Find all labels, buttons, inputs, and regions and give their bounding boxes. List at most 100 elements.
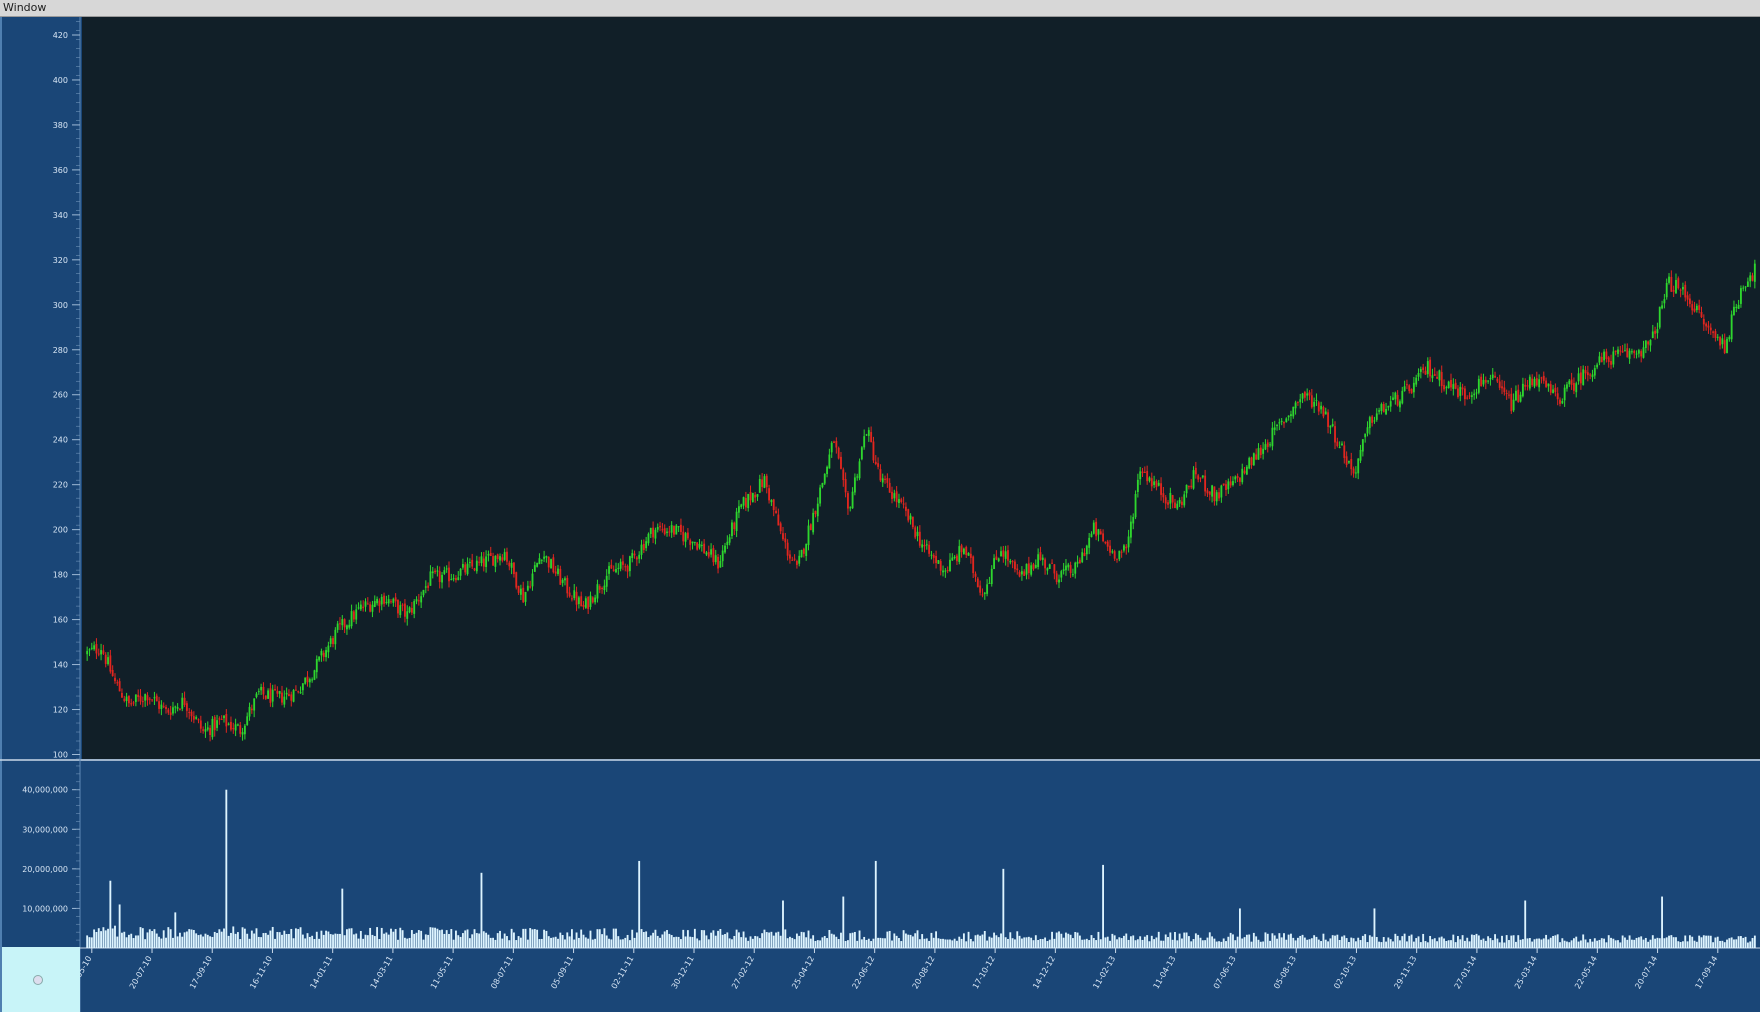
date-tick-label: 16-11-10 (248, 955, 274, 991)
candle-body (1301, 393, 1304, 399)
candle-body (1255, 454, 1258, 460)
volume-bar (1378, 941, 1381, 948)
candle-body (1733, 306, 1735, 316)
candle-body (937, 560, 940, 564)
volume-bar (740, 937, 743, 948)
candle-body (209, 727, 212, 736)
volume-bar (1252, 932, 1255, 948)
price-tick-label: 220 (53, 481, 68, 490)
candle-body (508, 562, 511, 567)
candle-body (580, 596, 583, 607)
volume-bar (1167, 937, 1169, 948)
candle-body (615, 569, 617, 573)
date-tick-label: 25-03-14 (1513, 955, 1539, 991)
candle-body (1633, 350, 1636, 354)
volume-bar (1092, 938, 1095, 948)
candle-body (654, 529, 657, 539)
volume-bar (183, 932, 186, 948)
volume-bar (1675, 937, 1677, 948)
candle-body (127, 695, 130, 704)
candle-body (1306, 393, 1309, 396)
candle-body (1218, 492, 1220, 499)
volume-bar (1470, 934, 1473, 948)
volume-bar (1387, 937, 1390, 948)
volume-bar (1749, 941, 1752, 948)
candle-body (1225, 484, 1227, 491)
volume-bar (652, 932, 655, 948)
settings-dot-icon[interactable] (33, 975, 43, 985)
candle-body (1034, 564, 1037, 568)
volume-bar (478, 933, 481, 948)
candle-body (800, 550, 803, 558)
candle-body (1354, 472, 1357, 474)
candle-body (1183, 494, 1186, 506)
volume-bar (540, 938, 543, 948)
volume-bar (1605, 942, 1608, 948)
candle-body (1454, 382, 1457, 389)
volume-bar (1255, 936, 1258, 948)
candle-body (881, 478, 884, 483)
candle-body (717, 556, 719, 569)
candle-body (185, 703, 188, 711)
volume-bar (772, 935, 775, 948)
candle-body (371, 604, 374, 612)
volume-bar (1190, 941, 1193, 948)
volume-bar (461, 933, 464, 948)
candle-body (397, 599, 399, 614)
candle-body (1341, 443, 1343, 446)
candle-body (1723, 340, 1726, 353)
candle-body (877, 463, 880, 467)
candle-body (1712, 331, 1715, 333)
volume-bar (777, 931, 780, 948)
candle-body (88, 649, 91, 651)
volume-bar (1018, 935, 1021, 948)
candle-body (499, 556, 501, 561)
volume-bar (1273, 935, 1276, 948)
candle-body (515, 572, 518, 588)
volume-bar (276, 931, 279, 948)
candle-body (445, 568, 448, 570)
candle-body (1640, 351, 1643, 357)
volume-bar (758, 938, 761, 948)
volume-bar (1510, 935, 1513, 948)
volume-bar (267, 934, 270, 948)
candle-body (93, 645, 96, 650)
volume-bar (805, 937, 808, 948)
volume-bar (826, 938, 828, 948)
volume-bar (710, 932, 713, 948)
candle-body (886, 478, 889, 483)
volume-bar (1538, 938, 1541, 948)
candle-body (1751, 275, 1754, 281)
candle-body (1262, 448, 1265, 454)
volume-bar (86, 935, 89, 948)
candle-body (1552, 389, 1554, 393)
candle-body (204, 729, 207, 732)
date-tick-label: 07-06-13 (1212, 955, 1238, 991)
volume-bar (1368, 935, 1371, 948)
volume-bar (1016, 931, 1019, 948)
candle-body (566, 577, 569, 594)
candle-body (554, 571, 557, 574)
volume-bar (974, 935, 977, 948)
candle-body (1429, 359, 1432, 377)
candle-body (559, 568, 562, 585)
volume-bar (1129, 936, 1132, 948)
volume-bar (1712, 942, 1715, 948)
volume-bar (1422, 933, 1425, 948)
candle-body (1113, 551, 1116, 559)
candle-body (1222, 483, 1225, 486)
volume-bar (255, 928, 258, 948)
volume-bar (97, 928, 100, 948)
volume-bar (589, 930, 592, 948)
candle-body (1141, 471, 1144, 474)
candle-body (329, 638, 332, 644)
volume-bar (1714, 937, 1717, 948)
volume-bar (1285, 939, 1288, 948)
volume-bar (1160, 940, 1162, 948)
candle-body (543, 556, 546, 559)
volume-bar (1310, 938, 1313, 948)
candle-body (408, 607, 411, 613)
candle-body (747, 494, 750, 509)
candle-body (675, 525, 678, 535)
